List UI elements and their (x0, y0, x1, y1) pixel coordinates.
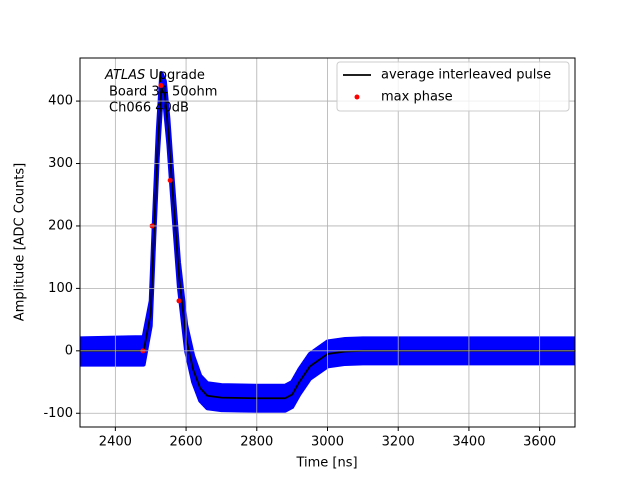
line (80, 85, 575, 400)
y-tick-label: 0 (65, 343, 73, 358)
x-tick-label: 3000 (311, 435, 344, 450)
axes-frame (79, 57, 576, 428)
legend-label: average interleaved pulse (381, 68, 551, 83)
x-tick-label: 2800 (240, 435, 273, 450)
x-tick-label: 3600 (523, 435, 556, 450)
y-tick-label: -100 (43, 406, 73, 421)
legend-swatch (354, 94, 360, 100)
y-tick-label: 300 (48, 156, 73, 171)
y-tick-label: 100 (48, 281, 73, 296)
y-tick-label: 400 (48, 94, 73, 109)
annotation: ATLAS Upgrade (104, 68, 205, 83)
annotation-text: Upgrade (149, 68, 205, 83)
y-axis-label: Amplitude [ADC Counts] (13, 163, 28, 321)
x-tick-label: 3200 (382, 435, 415, 450)
point (167, 177, 173, 183)
x-tick-label: 3400 (452, 435, 485, 450)
point (158, 82, 164, 88)
x-tick-label: 2400 (99, 435, 132, 450)
annotation-italic: ATLAS (104, 68, 145, 83)
x-tick-label: 2600 (170, 435, 203, 450)
point (176, 298, 182, 304)
legend-box (336, 61, 570, 112)
annotation-line: Ch066 40dB (109, 101, 189, 116)
annotation-line: Board 34 50ohm (109, 85, 217, 100)
y-tick-label: 200 (48, 218, 73, 233)
x-axis-label: Time [ns] (295, 456, 357, 471)
legend-label: max phase (381, 90, 453, 105)
